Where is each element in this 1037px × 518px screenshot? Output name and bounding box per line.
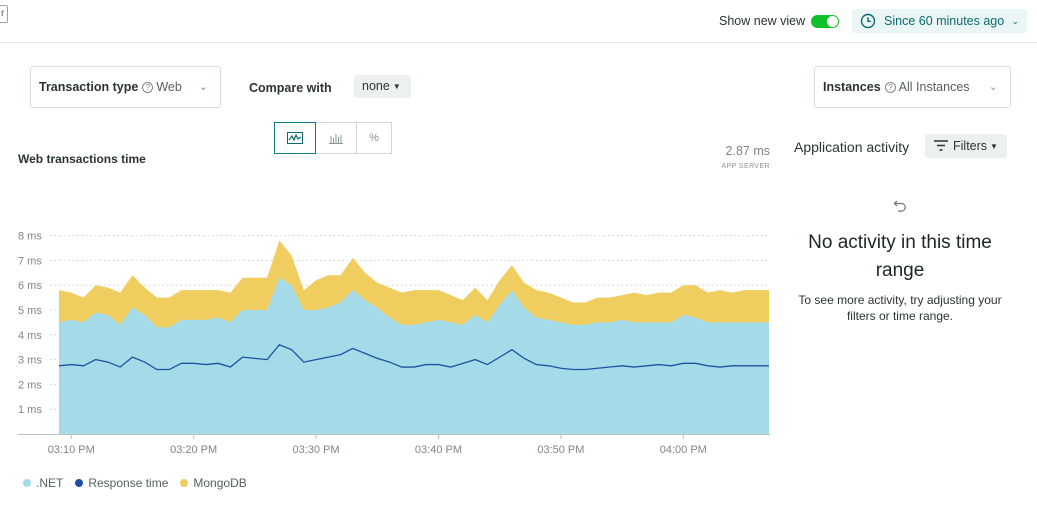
chevron-down-icon: ⌄ [1011,16,1019,26]
transaction-type-value: Web [156,80,182,94]
chart-title: Web transactions time [18,152,146,166]
x-tick-label: 03:40 PM [415,444,462,456]
bar-chart-icon [329,134,343,144]
instances-value: All Instances [898,80,970,94]
undo-icon [893,200,906,212]
legend-dot [75,479,84,487]
percent-chart-button[interactable]: % [356,122,392,154]
mongodb-area [59,240,769,328]
legend-label: .NET [36,476,64,490]
chart-type-toggle: % [274,122,392,154]
time-range-picker[interactable]: Since 60 minutes ago ⌄ [852,9,1027,33]
new-view-toggle[interactable] [811,15,839,28]
filters-button[interactable]: Filters ▼ [925,134,1007,158]
chevron-down-icon: ⌄ [988,81,998,93]
transaction-type-label: Transaction type [39,80,139,94]
legend-item-response-time[interactable]: Response time [75,476,168,490]
percent-icon: % [369,132,379,144]
legend-dot [23,479,31,487]
help-icon[interactable]: ? [142,82,154,93]
time-range-label: Since 60 minutes ago [884,14,1005,28]
x-tick-label: 03:30 PM [293,444,340,456]
clock-icon [860,13,876,29]
chevron-down-icon: ▼ [990,142,998,151]
instances-select[interactable]: Instances? All Instances ⌄ [814,66,1011,108]
filter-icon [934,140,948,151]
compare-with-label: Compare with [249,81,332,95]
empty-state-subtitle: To see more activity, try adjusting your… [798,293,1002,323]
bar-chart-button[interactable] [315,122,357,154]
compare-with-value: none [362,79,390,93]
empty-state-title: No activity in this time range [808,232,992,281]
x-tick-label: 04:00 PM [660,444,707,456]
legend-item-mongodb[interactable]: MongoDB [180,476,247,490]
response-time-line [58,343,769,371]
x-tick-label: 03:10 PM [48,444,95,456]
web-transactions-chart[interactable]: 1 ms 2 ms 3 ms 4 ms 5 ms 6 ms 7 ms 8 ms 03:10 PM… [0,210,780,465]
chevron-down-icon: ⌄ [198,81,208,93]
legend-label: MongoDB [193,476,247,490]
net-area [59,277,769,434]
y-tick-label: 3 ms [18,355,42,367]
toggle-knob [827,16,838,27]
y-tick-label: 2 ms [18,379,42,391]
x-tick-label: 03:20 PM [170,444,217,456]
legend-item-net[interactable]: .NET [23,476,63,490]
metric-subtitle: APP SERVER [721,163,770,170]
filters-label: Filters [953,139,988,153]
compare-with-dropdown[interactable]: none ▼ [354,75,411,98]
instances-label: Instances [823,80,881,94]
y-tick-label: 6 ms [18,280,42,292]
chevron-down-icon: ▼ [392,82,401,91]
show-new-view-label: Show new view [719,14,806,28]
help-icon[interactable]: ? [884,82,896,93]
legend-dot [180,479,189,487]
y-tick-label: 5 ms [18,305,42,317]
x-tick-label: 03:50 PM [537,444,584,456]
chart-legend: .NET Response time MongoDB [23,476,259,490]
header-divider [0,42,1037,43]
legend-label: Response time [88,476,169,490]
metric-value: 2.87 ms [725,144,770,158]
edge-button[interactable]: r [0,5,8,23]
area-chart-button[interactable] [274,122,316,154]
y-tick-label: 8 ms [18,231,42,243]
y-tick-label: 7 ms [18,255,42,267]
y-tick-label: 1 ms [18,404,42,416]
y-tick-label: 4 ms [18,330,42,342]
line-chart-icon [287,132,303,144]
transaction-type-select[interactable]: Transaction type? Web ⌄ [30,66,221,108]
activity-title: Application activity [794,139,910,155]
